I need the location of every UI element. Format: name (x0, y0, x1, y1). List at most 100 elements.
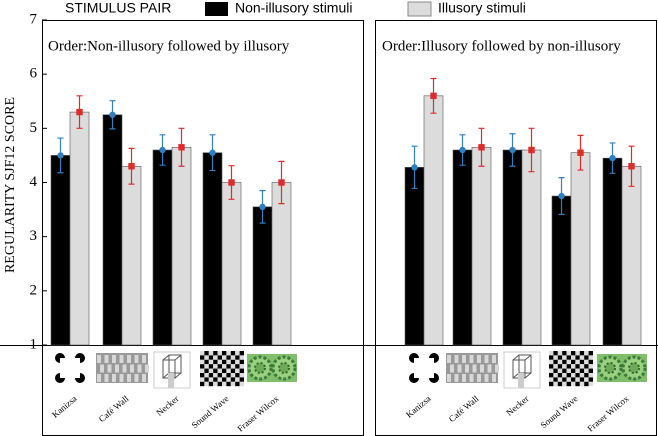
icon-shape (235, 351, 240, 356)
marker (609, 154, 616, 162)
legend-label: Illusory stimuli (438, 0, 526, 16)
icon-shape (97, 355, 101, 363)
stimulus-icon (153, 351, 191, 389)
icon-shape (575, 377, 580, 382)
icon-shape (571, 381, 576, 387)
icon-shape (588, 351, 593, 356)
icon-shape (584, 381, 589, 387)
icon-shape (492, 355, 496, 363)
icon-shape (409, 373, 419, 383)
icon-shape (213, 355, 218, 360)
icon-shape (462, 355, 466, 363)
icon-shape (562, 359, 567, 365)
icon-shape (104, 374, 109, 382)
icon-shape (562, 373, 567, 378)
icon-shape (571, 368, 576, 373)
icon-shape (122, 364, 127, 373)
icon-shape (230, 355, 236, 360)
y-axis-label: REGULARITY SJF12 SCORE (3, 97, 18, 273)
icon-shape (104, 355, 109, 363)
bar (621, 165, 642, 346)
x-tick-label: Kanizsa (404, 393, 433, 419)
icon-shape (450, 364, 454, 373)
icon-shape (217, 359, 222, 365)
icon-shape (239, 377, 244, 382)
icon-shape (588, 368, 593, 373)
panel-title: Order:Illusory followed by non-illusory (382, 38, 621, 54)
icon-shape (119, 355, 124, 363)
marker (278, 179, 285, 186)
bar (471, 146, 492, 346)
icon-shape (55, 373, 65, 383)
icon-shape (571, 364, 576, 369)
icon-shape (566, 359, 571, 365)
bar (252, 206, 273, 346)
icon-shape (217, 364, 222, 369)
icon-shape (566, 368, 571, 373)
icon-shape (454, 355, 459, 363)
icon-shape (226, 351, 231, 356)
bar (570, 152, 591, 346)
icon-shape (213, 381, 218, 387)
icon-shape (469, 374, 474, 382)
icon-shape (235, 364, 240, 369)
stimulus-icon (409, 353, 439, 383)
icon-shape (239, 355, 244, 360)
icon-shape (566, 351, 571, 356)
stimulus-icon (446, 353, 499, 383)
icon-shape (553, 351, 558, 356)
icon-shape (130, 364, 134, 373)
icon-shape (226, 364, 231, 369)
icon-shape (628, 362, 640, 374)
icon-shape (575, 359, 580, 365)
icon-shape (222, 373, 227, 378)
icon-shape (566, 355, 571, 360)
icon-shape (575, 355, 580, 360)
bar (423, 95, 444, 346)
icon-shape (584, 351, 589, 356)
icon-shape (115, 364, 119, 373)
bar (50, 155, 71, 346)
marker (209, 149, 216, 156)
icon-shape (235, 355, 240, 360)
icon-shape (553, 368, 558, 373)
icon-shape (200, 381, 205, 387)
marker (577, 149, 584, 156)
icon-shape (235, 368, 240, 373)
icon-shape (588, 359, 593, 365)
panel-title: Order:Non-illusory followed by illusory (48, 38, 290, 54)
icon-shape (213, 359, 218, 365)
icon-shape (239, 364, 244, 369)
icon-shape (562, 368, 567, 373)
marker (159, 146, 166, 154)
marker (76, 108, 83, 116)
stimulus-icon (55, 353, 85, 383)
icon-shape (557, 359, 563, 365)
icon-shape (222, 381, 227, 387)
icon-shape (213, 373, 218, 378)
icon-shape (208, 355, 214, 360)
icon-shape (429, 353, 439, 363)
bar (171, 146, 192, 346)
icon-shape (235, 359, 240, 365)
icon-shape (230, 351, 236, 356)
icon-shape (230, 377, 236, 382)
icon-shape (213, 368, 218, 373)
icon-shape (588, 373, 593, 378)
icon-shape (217, 351, 222, 356)
icon-shape (571, 373, 576, 378)
icon-shape (230, 364, 236, 369)
icon-shape (200, 368, 205, 373)
icon-shape (553, 381, 558, 387)
icon-shape (562, 355, 567, 360)
icon-shape (142, 374, 146, 382)
x-tick-label: Fraser Wilcox (585, 393, 631, 434)
icon-shape (204, 355, 209, 360)
icon-shape (222, 355, 227, 360)
icon-shape (200, 355, 205, 360)
icon-shape (575, 381, 580, 387)
icon-shape (584, 359, 589, 365)
icon-shape (553, 359, 558, 365)
icon-shape (549, 381, 554, 387)
icon-shape (549, 377, 554, 382)
